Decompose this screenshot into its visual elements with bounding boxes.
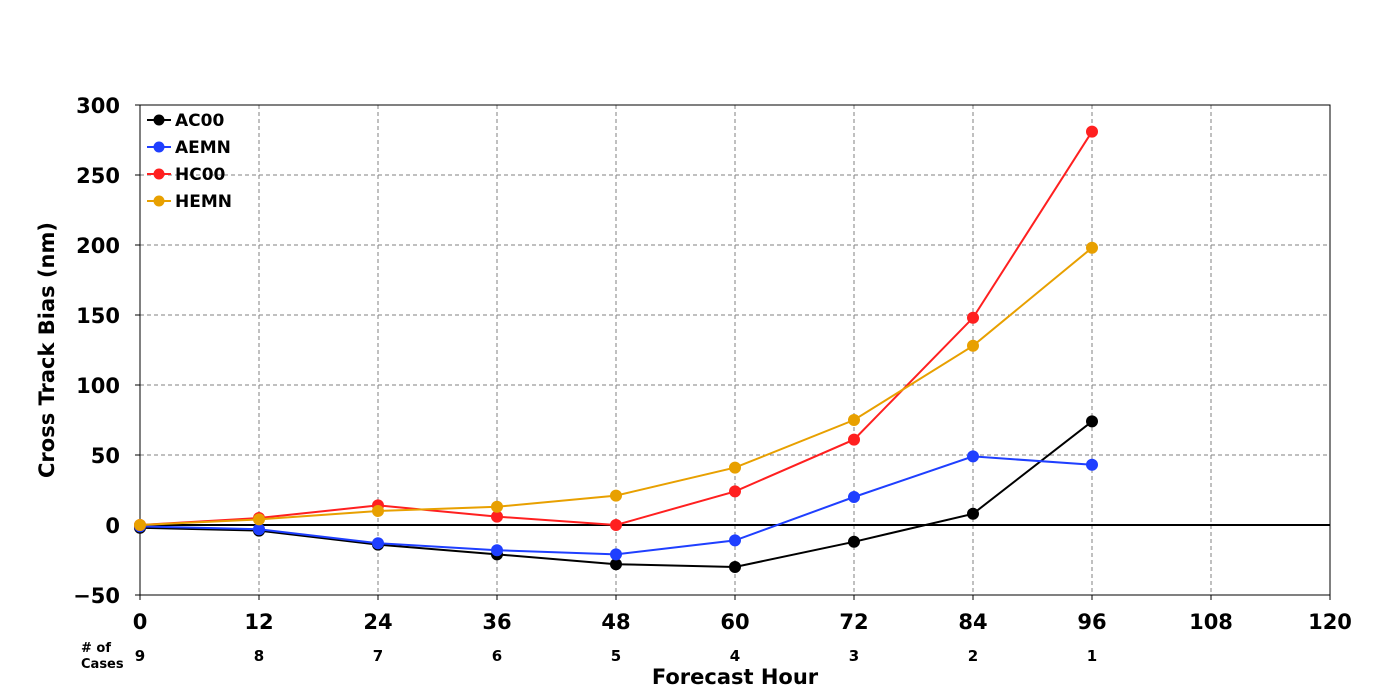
case-count: 8 — [254, 647, 264, 665]
data-point-hemn — [848, 414, 860, 426]
data-point-hemn — [967, 339, 979, 352]
y-tick-label: 200 — [76, 234, 120, 258]
case-count: 5 — [611, 647, 621, 665]
data-point-aemn — [610, 548, 622, 561]
data-point-aemn — [967, 450, 979, 463]
data-point-hc00 — [729, 485, 741, 498]
x-tick-label: 108 — [1189, 610, 1233, 634]
case-count: 1 — [1087, 647, 1097, 665]
legend-label: HC00 — [175, 165, 226, 185]
legend-marker — [153, 195, 165, 207]
series-lines — [134, 125, 1098, 573]
data-point-hemn — [491, 500, 503, 513]
data-point-aemn — [372, 537, 384, 550]
y-tick-label: 150 — [76, 304, 120, 328]
case-count: 2 — [968, 647, 978, 665]
legend-marker — [153, 168, 165, 180]
y-tick-label: 100 — [76, 374, 120, 398]
cases-label: Cases — [81, 657, 124, 672]
y-tick-label: −50 — [73, 584, 120, 608]
data-point-hemn — [729, 461, 741, 474]
data-point-hemn — [1086, 241, 1098, 254]
case-count: 7 — [373, 647, 383, 665]
y-tick-label: 300 — [76, 94, 120, 118]
x-tick-label: 60 — [720, 610, 749, 634]
case-count: 9 — [135, 647, 145, 665]
data-point-hc00 — [1086, 125, 1098, 138]
y-tick-label: 250 — [76, 164, 120, 188]
x-tick-label: 96 — [1077, 610, 1106, 634]
x-tick-label: 120 — [1308, 610, 1352, 634]
data-point-aemn — [1086, 458, 1098, 471]
data-point-hemn — [610, 489, 622, 502]
x-tick-label: 72 — [839, 610, 868, 634]
data-point-aemn — [848, 491, 860, 503]
data-point-hc00 — [610, 519, 622, 531]
case-count: 4 — [730, 647, 740, 665]
legend-marker — [153, 114, 165, 126]
legend: AC00 AEMN HC00 HEMN — [147, 111, 232, 212]
x-tick-label: 24 — [363, 610, 392, 634]
legend-marker — [153, 141, 165, 153]
data-point-aemn — [729, 534, 741, 547]
x-tick-label: 0 — [133, 610, 148, 634]
tick-labels: 0 12 24 36 48 60 72 84 96 108 120 −50 0 50 100 150 200 25… — [73, 94, 1352, 634]
case-count: 6 — [492, 647, 502, 665]
x-tick-label: 84 — [958, 610, 987, 634]
y-axis-title: Cross Track Bias (nm) — [35, 222, 59, 478]
x-axis-title: Forecast Hour — [652, 665, 819, 689]
legend-label: HEMN — [175, 192, 232, 212]
x-tick-label: 36 — [482, 610, 511, 634]
x-tick-label: 12 — [244, 610, 273, 634]
x-tick-label: 48 — [601, 610, 630, 634]
data-point-ac00 — [729, 561, 741, 573]
data-point-hemn — [253, 513, 265, 526]
y-tick-label: 50 — [91, 444, 120, 468]
legend-label: AC00 — [175, 111, 224, 131]
y-tick-label: 0 — [105, 514, 120, 538]
axes — [135, 104, 1331, 600]
data-point-ac00 — [1086, 415, 1098, 428]
data-point-hc00 — [848, 433, 860, 446]
cases-label: # of — [81, 641, 111, 656]
data-point-ac00 — [848, 535, 860, 548]
case-count: 3 — [849, 647, 859, 665]
legend-label: AEMN — [175, 138, 231, 158]
data-point-hemn — [372, 505, 384, 517]
data-point-hc00 — [967, 311, 979, 324]
data-point-ac00 — [967, 507, 979, 520]
data-point-aemn — [491, 544, 503, 557]
data-point-hemn — [134, 519, 146, 531]
grid-lines — [140, 105, 1330, 595]
